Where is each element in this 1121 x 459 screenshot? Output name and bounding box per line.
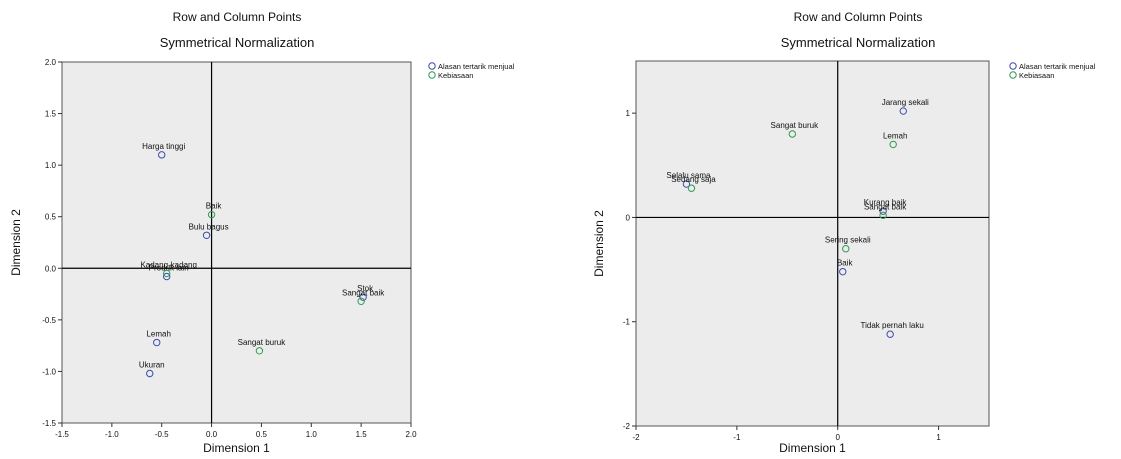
- x-tick-label: -0.5: [155, 430, 169, 439]
- x-tick-label: 1.0: [306, 430, 318, 439]
- y-axis-label: Dimension 2: [592, 210, 606, 277]
- point-label: Tidak pernah laku: [861, 321, 924, 330]
- point-marker: [357, 297, 365, 305]
- point-marker: [207, 210, 216, 219]
- y-tick-label: -1: [623, 318, 631, 327]
- point-label: Kurang baik: [864, 198, 908, 207]
- point-label: Bulu bagus: [189, 222, 229, 231]
- legend-label: Alasan tertarik menjual: [438, 62, 515, 71]
- legend-label: Alasan tertarik menjual: [1019, 62, 1096, 71]
- point-marker: [842, 245, 850, 253]
- point-label: Baik: [837, 259, 854, 268]
- point-label: Jarang sekali: [882, 98, 929, 107]
- legend-label: Kebiasaan: [438, 71, 473, 80]
- legend-marker: [1009, 71, 1017, 79]
- x-tick-label: -1.0: [105, 430, 119, 439]
- plot-area: [61, 61, 412, 424]
- x-tick-label: -1: [733, 433, 741, 442]
- x-tick-label: 1: [936, 433, 941, 442]
- legend-marker: [428, 71, 436, 79]
- point-marker: [788, 130, 797, 138]
- y-tick-label: -1.0: [42, 367, 56, 376]
- x-tick-label: 0.5: [256, 430, 268, 439]
- chart-subtitle: Symmetrical Normalization: [781, 35, 936, 50]
- chart-title: Row and Column Points: [794, 10, 923, 24]
- x-tick-label: 1.5: [356, 430, 368, 439]
- point-marker: [899, 107, 907, 115]
- point-label: Sangat buruk: [238, 338, 287, 347]
- x-tick-label: 0.0: [206, 430, 218, 439]
- y-tick-label: 1: [626, 109, 631, 118]
- point-marker: [255, 347, 264, 355]
- chart-title: Row and Column Points: [173, 10, 302, 24]
- y-tick-label: 2.0: [45, 58, 57, 67]
- point-label: Ukuran: [139, 360, 165, 369]
- point-label: Selalu sama: [666, 171, 711, 180]
- point-marker: [153, 338, 161, 347]
- x-axis-label: Dimension 1: [779, 441, 846, 455]
- y-tick-label: 1.0: [45, 161, 57, 170]
- point-marker: [163, 272, 171, 281]
- y-tick-label: 0: [626, 213, 631, 222]
- x-tick-label: -2: [632, 433, 640, 442]
- point-marker: [889, 140, 897, 149]
- point-label: Lemah: [883, 131, 907, 140]
- point-label: Kadang-kadang: [140, 260, 197, 269]
- point-marker: [682, 180, 691, 188]
- point-marker: [158, 151, 166, 159]
- point-label: Sering sekali: [825, 236, 871, 245]
- point-marker: [879, 211, 887, 220]
- chart-1: Row and Column Points Symmetrical Normali…: [9, 10, 515, 455]
- point-label: Sangat baik: [864, 202, 907, 211]
- point-label: Sangat baik: [342, 288, 385, 297]
- y-tick-label: -2: [623, 422, 631, 431]
- x-tick-label: 2.0: [405, 430, 417, 439]
- point-label: Stok: [357, 284, 374, 293]
- point-marker: [839, 267, 847, 276]
- point-marker: [146, 369, 154, 378]
- point-marker: [879, 207, 887, 215]
- point-label: Sangat buruk: [771, 121, 820, 130]
- x-tick-label: 0: [835, 433, 840, 442]
- point-label: Produk lain: [149, 264, 189, 273]
- point-marker: [886, 330, 894, 338]
- point-marker: [202, 231, 211, 239]
- point-label: Lemah: [146, 330, 170, 339]
- legend-label: Kebiasaan: [1019, 71, 1054, 80]
- x-tick-label: -1.5: [55, 430, 69, 439]
- point-marker: [163, 269, 171, 278]
- y-axis-label: Dimension 2: [9, 209, 23, 276]
- point-label: Baik: [206, 202, 223, 211]
- y-tick-label: -1.5: [42, 419, 56, 428]
- x-axis-label: Dimension 1: [203, 441, 270, 455]
- chart-subtitle: Symmetrical Normalization: [160, 35, 315, 50]
- y-tick-label: -0.5: [42, 316, 56, 325]
- legend-marker: [428, 62, 436, 70]
- point-label: Harga tinggi: [142, 142, 185, 151]
- legend-marker: [1009, 62, 1017, 70]
- y-tick-label: 1.5: [45, 110, 57, 119]
- point-marker: [359, 293, 367, 301]
- point-marker: [687, 184, 696, 192]
- y-tick-label: 0.0: [45, 264, 57, 273]
- y-tick-label: 0.5: [45, 213, 57, 222]
- plot-area: [635, 60, 990, 427]
- chart-2: Row and Column Points Symmetrical Normali…: [592, 10, 1096, 455]
- point-label: Sedang saja: [671, 175, 716, 184]
